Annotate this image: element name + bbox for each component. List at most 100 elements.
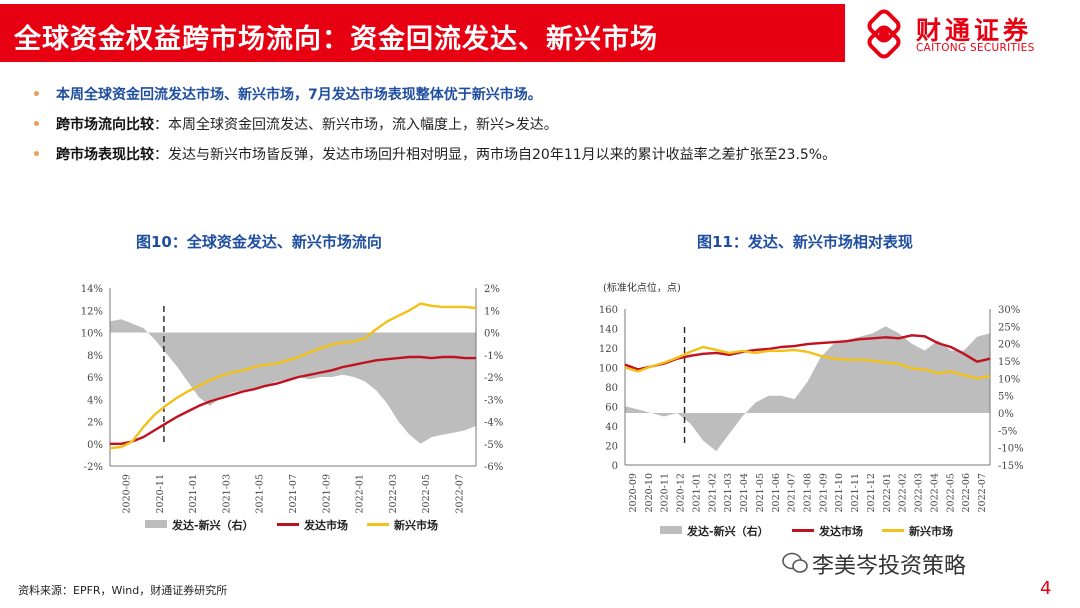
watermark-text: 李美岑投资策略	[812, 554, 967, 579]
right-tick-label: 5%	[998, 392, 1014, 403]
wechat-icon	[782, 552, 808, 573]
x-tick-label: 2021-01	[691, 473, 702, 512]
x-tick-label: 2021-09	[321, 474, 332, 513]
left-tick-label: -2%	[84, 462, 103, 473]
legend-label: 发达-新兴（右）	[171, 518, 254, 532]
x-tick-label: 2022-07	[977, 473, 988, 512]
slide-header: 全球资金权益跨市场流向：资金回流发达、新兴市场 财通证券 CAITONG SEC…	[0, 0, 1080, 69]
legend-label: 新兴市场	[909, 524, 953, 538]
title-bar: 全球资金权益跨市场流向：资金回流发达、新兴市场	[0, 4, 845, 62]
left-tick-label: 0%	[87, 440, 103, 451]
right-tick-label: -15%	[998, 461, 1024, 472]
right-tick-label: 15%	[998, 357, 1020, 368]
bullet-key: 跨市场表现比较	[56, 147, 154, 163]
bullet-dot-icon: •	[32, 117, 41, 133]
bullet-list: • 本周全球资金回流发达市场、新兴市场，7月发达市场表现整体优于新兴市场。 • …	[30, 80, 1060, 170]
legend-label: 发达市场	[818, 524, 863, 538]
x-tick-label: 2021-03	[723, 473, 734, 512]
x-tick-label: 2022-02	[898, 473, 909, 512]
bullet-dot-icon: •	[32, 87, 41, 103]
legend-swatch	[660, 526, 682, 534]
left-tick-label: 2%	[87, 418, 103, 429]
left-tick-label: 0	[612, 461, 618, 472]
right-tick-label: 0%	[998, 409, 1014, 420]
right-tick-label: -5%	[998, 426, 1017, 437]
legend-swatch	[277, 523, 299, 526]
chart2-relative-performance: 0 20 40 60 80 100 120 140 160 -15% -10% -5% 0% 5% 10% 1…	[599, 281, 1024, 538]
legend-swatch	[882, 529, 904, 532]
bullet-text: ：发达与新兴市场皆反弹，发达市场回升相对明显，两市场自20年11月以来的累计收益…	[154, 147, 837, 163]
bullet-item: • 跨市场表现比较：发达与新兴市场皆反弹，发达市场回升相对明显，两市场自20年1…	[30, 140, 1060, 170]
x-tick-label: 2020-10	[644, 473, 655, 512]
x-tick-label: 2021-02	[707, 473, 718, 512]
x-tick-label: 2021-10	[834, 473, 845, 512]
x-tick-label: 2021-04	[739, 473, 750, 512]
x-tick-label: 2022-07	[454, 474, 465, 513]
legend-swatch	[792, 529, 814, 532]
x-tick-label: 2021-07	[787, 473, 798, 512]
x-tick-label: 2020-09	[628, 473, 639, 512]
right-tick-label: -1%	[484, 351, 503, 362]
right-tick-label: 10%	[998, 374, 1020, 385]
left-tick-label: 100	[599, 364, 618, 375]
right-tick-label: 25%	[998, 322, 1020, 333]
legend-label: 发达市场	[303, 518, 348, 532]
logo-text-cn: 财通证券	[916, 16, 1033, 45]
x-tick-label: 2022-04	[929, 473, 940, 512]
right-tick-label: -6%	[484, 462, 503, 473]
legend-swatch	[367, 523, 389, 526]
x-tick-label: 2020-09	[122, 474, 133, 513]
series-line-developed	[624, 334, 991, 371]
left-tick-label: 10%	[81, 329, 103, 340]
legend-label: 新兴市场	[394, 518, 438, 532]
left-tick-label: 140	[599, 325, 618, 336]
x-tick-label: 2021-09	[818, 473, 829, 512]
series-area-diff	[110, 319, 476, 444]
x-tick-label: 2021-05	[255, 474, 266, 513]
bullet-text: ：本周全球资金回流发达、新兴市场，流入幅度上，新兴>发达。	[154, 117, 558, 133]
chart2-title: 图11：发达、新兴市场相对表现	[697, 233, 913, 251]
right-tick-label: -4%	[484, 418, 503, 429]
x-tick-label: 2021-05	[755, 473, 766, 512]
right-tick-label: -2%	[484, 373, 503, 384]
right-tick-label: 0%	[484, 329, 500, 340]
left-tick-label: 40	[605, 422, 618, 433]
bullet-text: 本周全球资金回流发达市场、新兴市场，7月发达市场表现整体优于新兴市场。	[56, 87, 542, 103]
series-line-emerging	[624, 345, 991, 380]
company-logo: 财通证券 CAITONG SECURITIES	[858, 8, 1068, 60]
x-tick-label: 2021-01	[188, 474, 199, 513]
logo-text-en: CAITONG SECURITIES	[916, 42, 1035, 54]
chart1-fund-flows: -2% 0% 2% 4% 6% 8% 10% 12% 14% -6% -5% -4% -3% -2% -1%…	[81, 284, 503, 532]
left-tick-label: 60	[605, 403, 618, 414]
left-tick-label: 120	[599, 344, 618, 355]
chart1-title: 图10：全球资金发达、新兴市场流向	[136, 233, 382, 251]
right-tick-label: -3%	[484, 395, 503, 406]
unit-label: (标准化点位，点)	[603, 281, 681, 294]
x-tick-label: 2022-05	[945, 473, 956, 512]
left-tick-label: 12%	[81, 306, 103, 317]
x-tick-label: 2020-11	[660, 473, 671, 512]
legend-label: 发达-新兴（右）	[686, 524, 769, 538]
right-tick-label: 30%	[998, 305, 1020, 316]
x-tick-label: 2020-11	[155, 474, 166, 513]
bullet-key: 跨市场流向比较	[56, 117, 154, 133]
page-number: 4	[1040, 578, 1052, 599]
right-tick-label: 20%	[998, 340, 1020, 351]
right-tick-label: 1%	[484, 306, 500, 317]
x-tick-label: 2021-12	[866, 473, 877, 512]
bullet-item: • 跨市场流向比较：本周全球资金回流发达、新兴市场，流入幅度上，新兴>发达。	[30, 110, 1060, 140]
right-tick-label: -5%	[484, 440, 503, 451]
left-tick-label: 20	[605, 442, 618, 453]
x-tick-label: 2021-07	[288, 474, 299, 513]
x-tick-label: 2021-08	[803, 473, 814, 512]
left-tick-label: 80	[605, 383, 618, 394]
left-tick-label: 6%	[87, 373, 103, 384]
x-tick-label: 2020-12	[676, 473, 687, 512]
x-tick-label: 2021-06	[771, 473, 782, 512]
left-tick-label: 14%	[81, 284, 103, 295]
bullet-dot-icon: •	[32, 147, 41, 163]
left-tick-label: 160	[599, 305, 618, 316]
page-title: 全球资金权益跨市场流向：资金回流发达、新兴市场	[14, 24, 658, 55]
series-line-emerging	[109, 302, 477, 450]
left-tick-label: 4%	[87, 395, 103, 406]
